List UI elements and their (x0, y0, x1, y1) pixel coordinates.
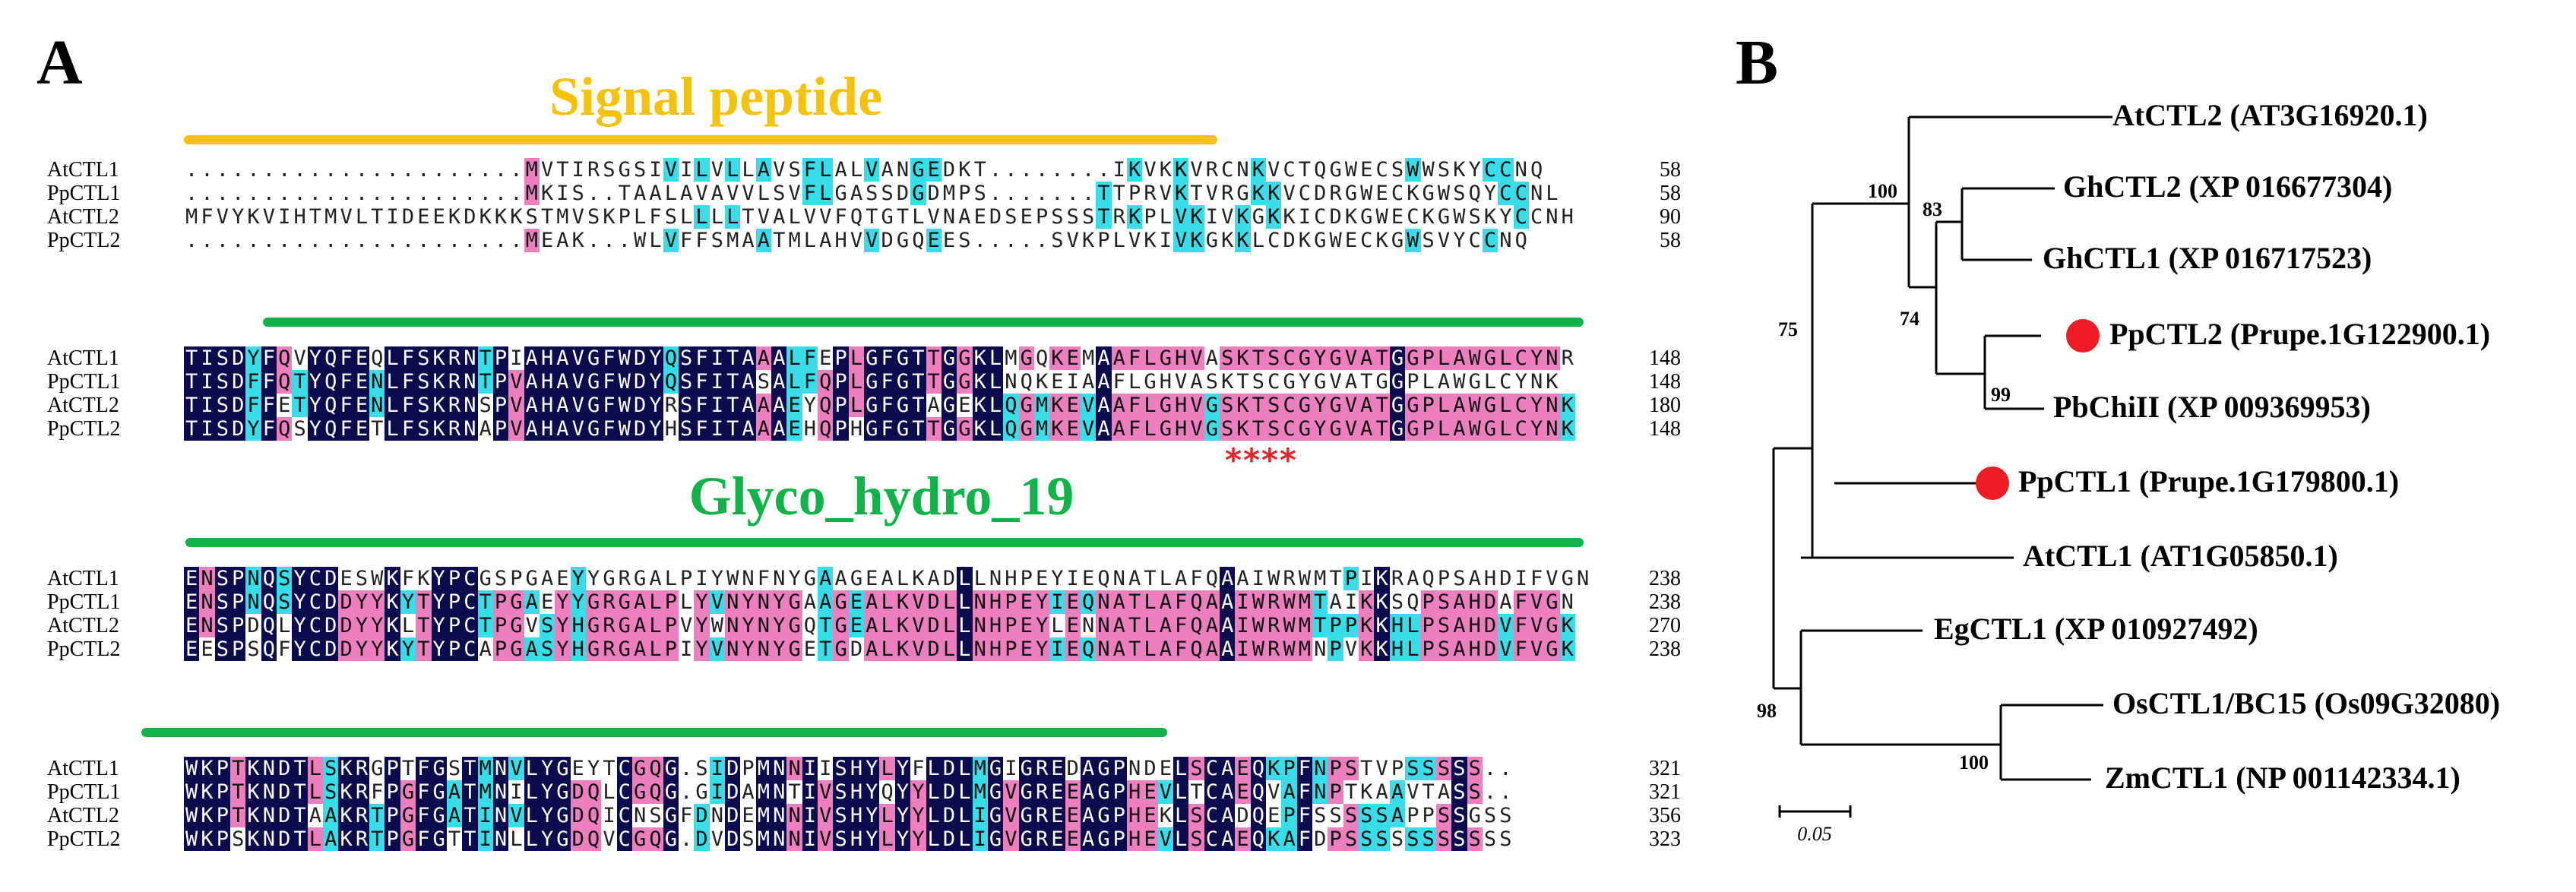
bootstrap-2: 83 (1923, 198, 1942, 220)
sequence-end-position: 238 (1649, 567, 1681, 590)
glyco-domain-bar-2 (185, 538, 1584, 547)
sequence-end-position: 58 (1660, 182, 1681, 205)
sequence-end-position: 238 (1649, 590, 1681, 614)
bootstrap-4: 99 (1991, 384, 2011, 406)
leaf-label-ghctl2: GhCTL2 (XP 016677304) (2063, 169, 2392, 204)
sequence-end-position: 148 (1649, 346, 1681, 370)
sequence-end-position: 270 (1649, 614, 1681, 637)
sequence-end-position: 58 (1660, 229, 1681, 252)
sequence-name: PpCTL2 (47, 637, 121, 661)
sequence-name: PpCTL2 (47, 827, 121, 851)
sequence-end-position: 148 (1649, 370, 1681, 394)
sequence-end-position: 323 (1649, 827, 1681, 851)
leaf-label-ppctl2: PpCTL2 (Prupe.1G122900.1) (2109, 317, 2490, 351)
sequence-name: AtCTL1 (47, 567, 119, 590)
marker-ppctl2 (2066, 319, 2100, 353)
sequence-end-position: 356 (1649, 804, 1681, 827)
sequence-name: PpCTL1 (47, 590, 121, 614)
sequence-end-position: 148 (1649, 417, 1681, 441)
sequence-name: AtCTL1 (47, 757, 119, 780)
active-site-marker: **** (1225, 441, 1298, 479)
sequence-end-position: 180 (1649, 394, 1681, 417)
sequence-name: AtCTL2 (47, 804, 119, 827)
sequence-name: AtCTL1 (47, 346, 119, 370)
sequence-name: AtCTL2 (47, 614, 119, 637)
sequence-end-position: 321 (1649, 780, 1681, 804)
leaf-label-egctl1: EgCTL1 (XP 010927492) (1934, 612, 2258, 646)
bootstrap-3: 74 (1900, 308, 1919, 330)
glyco-domain-bar-3 (141, 728, 1167, 737)
leaf-label-atctl2: AtCTL2 (AT3G16920.1) (2112, 98, 2428, 132)
glyco-domain-bar-1 (263, 318, 1584, 327)
sequence-name: PpCTL2 (47, 229, 121, 252)
bootstrap-6: 98 (1757, 700, 1777, 722)
bootstrap-5: 75 (1778, 318, 1798, 340)
panel-b-label: B (1736, 27, 1779, 98)
sequence-name: AtCTL1 (47, 158, 119, 182)
sequence-name: AtCTL2 (47, 205, 119, 229)
sequence-name: AtCTL2 (47, 394, 119, 417)
scale-label: 0.05 (1797, 823, 1832, 845)
tree-branches (1772, 115, 2112, 818)
marker-ppctl1 (1976, 467, 2009, 500)
sequence-end-position: 90 (1660, 205, 1681, 229)
glyco-hydro-title: Glyco_hydro_19 (688, 466, 1074, 527)
sequence-name: PpCTL1 (47, 370, 121, 394)
sequence-name: PpCTL1 (47, 182, 121, 205)
bootstrap-7: 100 (1959, 751, 1989, 773)
sequence-name: PpCTL2 (47, 417, 121, 441)
panel-a-label: A (36, 27, 83, 98)
leaf-label-ghctl1: GhCTL1 (XP 016717523) (2043, 241, 2372, 275)
signal-peptide-title: Signal peptide (549, 66, 883, 127)
sequence-end-position: 238 (1649, 637, 1681, 661)
signal-peptide-bar (184, 135, 1217, 144)
leaf-label-zmctl1: ZmCTL1 (NP 001142334.1) (2105, 761, 2460, 795)
leaf-label-atctl1: AtCTL1 (AT1G05850.1) (2023, 539, 2338, 573)
leaf-label-ppctl1: PpCTL1 (Prupe.1G179800.1) (2018, 464, 2399, 498)
leaf-label-osctl1: OsCTL1/BC15 (Os09G32080) (2112, 686, 2500, 720)
leaf-label-pbchiii: PbChiII (XP 009369953) (2053, 390, 2371, 424)
sequence-name: PpCTL1 (47, 780, 121, 804)
sequence-end-position: 58 (1660, 158, 1681, 182)
bootstrap-1: 100 (1868, 180, 1897, 202)
sequence-end-position: 321 (1649, 757, 1681, 780)
